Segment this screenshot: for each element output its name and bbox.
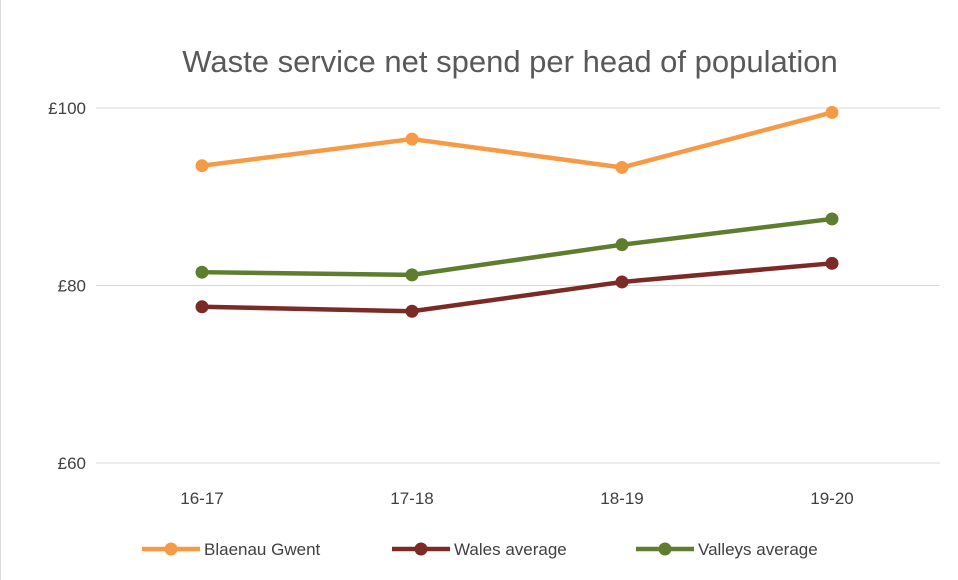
series-lines xyxy=(195,105,839,318)
legend: Blaenau Gwent Wales average Valleys averag… xyxy=(142,540,818,559)
chart-title: Waste service net spend per head of popu… xyxy=(182,44,837,79)
x-axis-ticks: 16-17 17-18 18-19 19-20 xyxy=(180,489,853,508)
legend-label-valleys-average: Valleys average xyxy=(698,540,818,559)
data-point-wales-average xyxy=(405,304,419,318)
y-tick-label: £100 xyxy=(48,99,86,118)
data-point-valleys-average xyxy=(195,265,209,279)
data-point-valleys-average xyxy=(405,268,419,282)
y-axis-ticks: £60 £80 £100 xyxy=(48,99,86,473)
data-point-wales-average xyxy=(195,300,209,314)
legend-label-blaenau-gwent: Blaenau Gwent xyxy=(204,540,321,559)
series-line-wales-average xyxy=(201,261,833,314)
series-line-valleys-average xyxy=(201,216,833,278)
y-tick-label: £60 xyxy=(58,454,86,473)
data-point-blaenau-gwent xyxy=(195,159,209,173)
data-point-wales-average xyxy=(825,256,839,270)
gridlines xyxy=(96,107,940,464)
x-tick-label: 16-17 xyxy=(180,489,223,508)
legend-marker-blaenau-gwent xyxy=(164,542,178,556)
series-line-blaenau-gwent xyxy=(201,110,833,170)
x-tick-label: 19-20 xyxy=(810,489,853,508)
legend-marker-valleys-average xyxy=(658,542,672,556)
y-tick-label: £80 xyxy=(58,277,86,296)
data-point-valleys-average xyxy=(825,212,839,226)
data-point-blaenau-gwent xyxy=(615,160,629,174)
data-point-wales-average xyxy=(615,275,629,289)
data-point-blaenau-gwent xyxy=(825,105,839,119)
x-tick-label: 17-18 xyxy=(390,489,433,508)
data-point-valleys-average xyxy=(615,238,629,252)
data-point-blaenau-gwent xyxy=(405,132,419,146)
x-tick-label: 18-19 xyxy=(600,489,643,508)
legend-marker-wales-average xyxy=(414,542,428,556)
legend-label-wales-average: Wales average xyxy=(454,540,567,559)
